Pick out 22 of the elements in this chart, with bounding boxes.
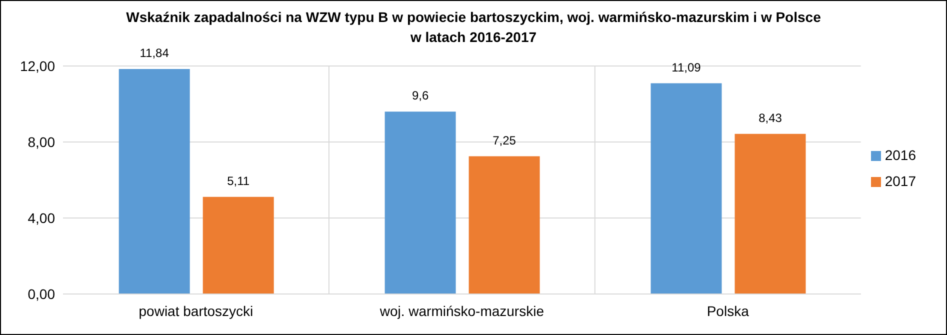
legend-label: 2016 xyxy=(884,146,916,162)
x-tick-label: Polska xyxy=(706,302,750,319)
bar xyxy=(468,156,540,294)
chart-title: Wskaźnik zapadalności na WZW typu B w powiecie bartoszyckim, woj. warmińsko-mazurskim i w Polsce w latach 2016-2017 xyxy=(125,8,822,47)
x-tick-label: woj. warmińsko-mazurskie xyxy=(378,302,544,319)
y-tick-label: 8,00 xyxy=(28,134,56,150)
data-label: 11,09 xyxy=(672,60,702,74)
data-label: 7,25 xyxy=(492,133,516,148)
bar xyxy=(650,83,722,294)
data-label: 11,84 xyxy=(140,46,170,60)
bar xyxy=(118,69,190,294)
bar xyxy=(202,196,274,294)
bar xyxy=(384,112,456,294)
data-label: 5,11 xyxy=(227,174,250,188)
y-tick-label: 4,00 xyxy=(28,210,56,226)
x-tick-label: powiat bartoszycki xyxy=(138,302,254,319)
y-tick-label: 12,00 xyxy=(20,58,56,74)
legend-label: 2017 xyxy=(884,172,916,188)
data-label: 8,43 xyxy=(758,110,782,125)
bar xyxy=(734,134,806,294)
data-label: 9,6 xyxy=(412,88,429,103)
y-tick-label: 0,00 xyxy=(28,286,56,302)
